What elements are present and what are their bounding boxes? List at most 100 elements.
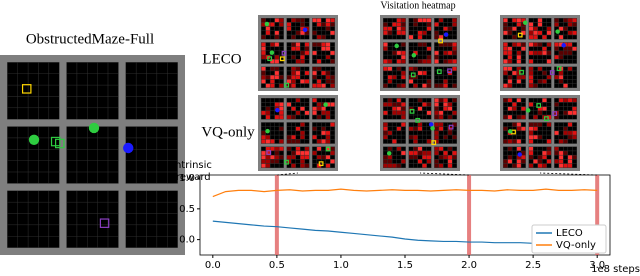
cell xyxy=(269,70,275,76)
cell xyxy=(503,22,508,27)
cell xyxy=(156,190,168,203)
cell xyxy=(567,34,573,40)
highlight xyxy=(595,175,600,255)
cell xyxy=(300,130,305,136)
door xyxy=(99,218,110,228)
cell xyxy=(261,66,266,72)
cell xyxy=(546,97,552,103)
cell xyxy=(278,122,284,127)
cell xyxy=(300,54,305,60)
cell xyxy=(167,137,178,150)
cell xyxy=(567,79,573,84)
cell xyxy=(38,137,50,150)
cell xyxy=(7,224,18,237)
cell xyxy=(261,18,266,23)
cell xyxy=(520,42,526,47)
cell xyxy=(291,126,296,132)
cell xyxy=(321,42,327,47)
cell xyxy=(567,66,573,72)
cell xyxy=(383,83,388,89)
cell xyxy=(316,146,322,152)
cell xyxy=(316,30,322,36)
cell xyxy=(312,50,318,56)
cell xyxy=(528,18,534,23)
cell xyxy=(537,110,543,116)
cell xyxy=(572,54,578,60)
cell xyxy=(503,18,508,23)
cell xyxy=(291,146,296,152)
door xyxy=(447,68,452,74)
cell xyxy=(76,149,88,161)
cell xyxy=(528,126,534,132)
y-tick-label: 0.0 xyxy=(179,235,195,246)
cell xyxy=(422,22,427,27)
cell xyxy=(528,66,534,72)
cell xyxy=(387,134,393,140)
cell xyxy=(325,50,331,56)
cell xyxy=(537,159,543,164)
cell xyxy=(413,154,418,160)
cell xyxy=(304,66,310,72)
cell xyxy=(520,74,526,80)
cell xyxy=(391,66,397,72)
cell xyxy=(452,150,458,156)
cell xyxy=(422,106,427,112)
cell xyxy=(274,130,280,136)
cell xyxy=(312,146,318,152)
object xyxy=(275,107,280,113)
cell xyxy=(417,30,423,36)
cell xyxy=(447,102,453,107)
cell xyxy=(567,54,573,60)
cell xyxy=(516,83,522,89)
cell xyxy=(572,122,578,127)
cell xyxy=(443,102,449,107)
cell xyxy=(156,84,168,97)
door xyxy=(284,159,289,165)
cell xyxy=(533,139,538,144)
cell xyxy=(537,154,543,160)
cell xyxy=(291,139,296,144)
cell xyxy=(396,130,402,136)
cell xyxy=(452,79,458,84)
cell xyxy=(503,150,508,156)
cell xyxy=(265,122,271,127)
cell xyxy=(528,97,534,103)
cell xyxy=(554,50,560,56)
cell xyxy=(434,146,440,152)
cell xyxy=(408,46,414,52)
cell xyxy=(563,54,569,60)
cell xyxy=(558,79,564,84)
cell xyxy=(274,50,280,56)
cell xyxy=(321,46,327,52)
cell xyxy=(391,50,397,56)
cell xyxy=(261,114,266,120)
cell xyxy=(422,46,427,52)
cell xyxy=(546,18,552,23)
cell xyxy=(546,74,552,80)
cell xyxy=(38,160,50,173)
cell xyxy=(507,70,513,76)
cell xyxy=(269,159,275,164)
cell xyxy=(291,26,296,32)
cell xyxy=(400,106,406,112)
cell xyxy=(269,34,275,40)
cell xyxy=(295,66,301,72)
cell xyxy=(572,126,578,132)
cell xyxy=(274,66,280,72)
cell xyxy=(387,59,393,64)
cell xyxy=(312,54,318,60)
cell xyxy=(447,18,453,23)
cell xyxy=(443,46,449,52)
cell xyxy=(17,171,29,184)
cell xyxy=(417,50,423,56)
cell xyxy=(400,79,406,84)
cell xyxy=(27,224,39,237)
cell xyxy=(146,73,158,86)
cell xyxy=(312,26,318,32)
cell xyxy=(520,126,526,132)
cell xyxy=(438,150,444,156)
cell xyxy=(135,84,147,97)
cell xyxy=(443,106,449,112)
cell xyxy=(507,106,513,112)
cell xyxy=(387,26,393,32)
